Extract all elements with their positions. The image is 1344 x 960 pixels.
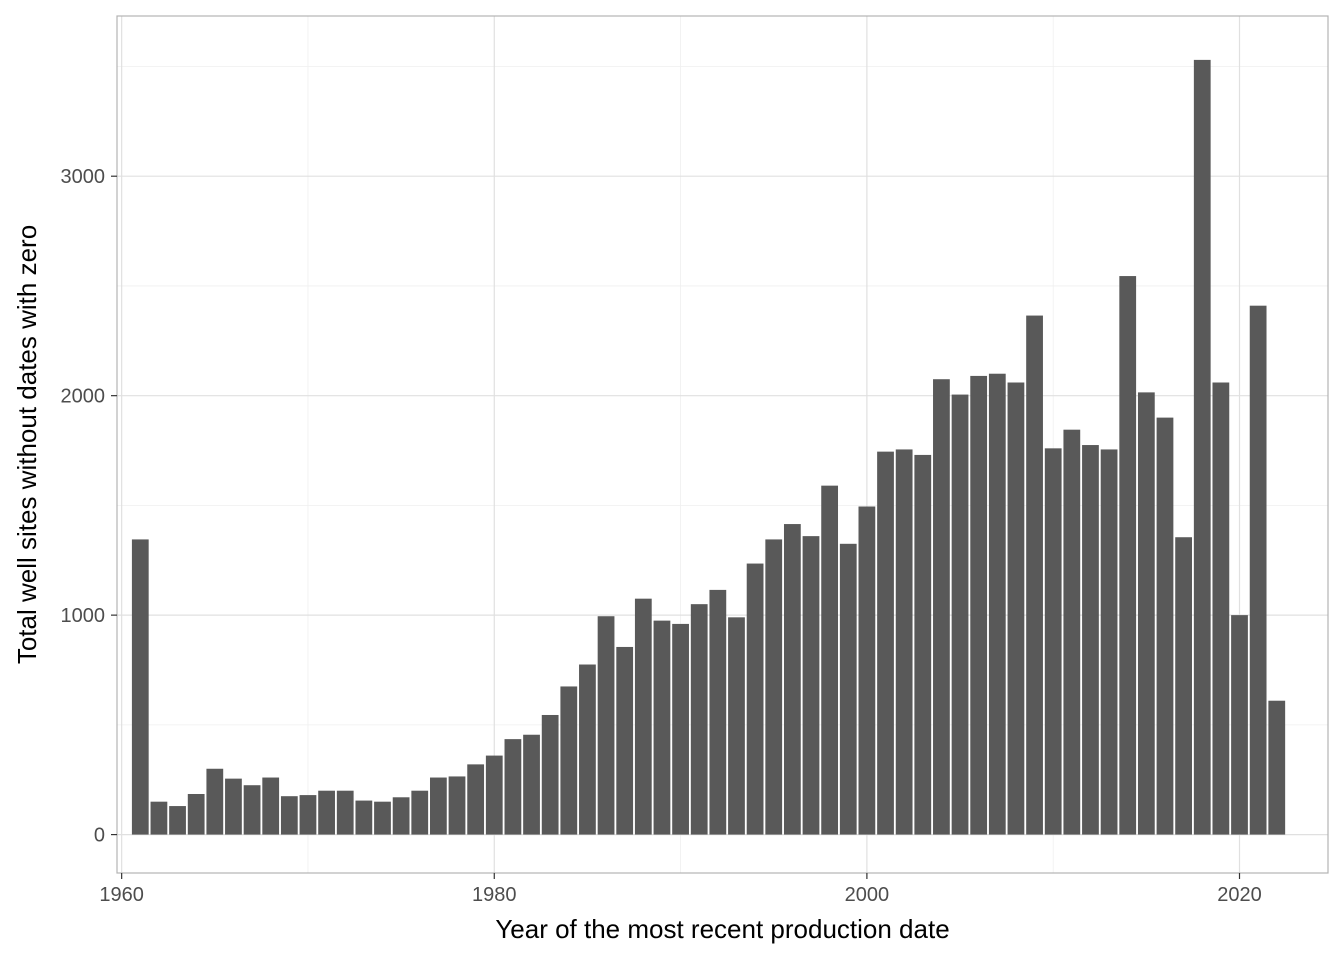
y-tick-label: 3000 [61, 166, 106, 188]
bar [1249, 305, 1267, 835]
bar [1007, 382, 1025, 835]
y-tick-label: 1000 [61, 605, 106, 627]
bar [1063, 429, 1081, 835]
bar [1175, 537, 1192, 835]
bar [1268, 700, 1286, 835]
bar [504, 739, 522, 835]
bar [970, 375, 988, 835]
bar [318, 790, 335, 835]
bar [560, 686, 578, 835]
bar [802, 536, 820, 835]
bar [914, 454, 932, 835]
axis-ticks: 1960 1980 2000 2020 0 1000 2000 3000 [61, 166, 1262, 906]
bar [392, 797, 410, 835]
bar [429, 777, 447, 835]
bar [579, 664, 596, 835]
bar [988, 373, 1006, 835]
bar [1119, 276, 1137, 835]
bar [448, 776, 466, 835]
bar [933, 379, 950, 835]
bar [821, 485, 839, 835]
bars [131, 59, 1286, 835]
bar [336, 790, 354, 835]
bar [262, 777, 280, 835]
bar [280, 796, 298, 835]
bar [374, 801, 391, 835]
bar [672, 623, 689, 835]
bar [1212, 382, 1230, 835]
x-tick-label: 1980 [472, 884, 517, 906]
bar [1137, 392, 1155, 835]
bar [243, 785, 261, 835]
x-tick-label: 1960 [99, 884, 144, 906]
bar [485, 755, 503, 835]
bar [1026, 315, 1043, 835]
bar [225, 778, 242, 835]
bar [616, 646, 634, 835]
bar [1231, 615, 1248, 835]
y-axis-title: Total well sites without dates with zero [12, 225, 42, 664]
bar [653, 620, 671, 835]
bar [523, 734, 540, 835]
bar [355, 800, 373, 835]
bar [634, 598, 652, 835]
bar [1082, 445, 1099, 835]
bar [467, 764, 485, 835]
bar [206, 768, 224, 835]
bar [150, 801, 168, 835]
bar [1156, 417, 1174, 835]
bar [858, 506, 876, 835]
plot-panel-border [116, 15, 1329, 874]
bar [1100, 449, 1118, 835]
bar [690, 604, 708, 835]
bar [783, 524, 801, 835]
bar [541, 714, 559, 835]
bar [131, 539, 149, 835]
y-tick-label: 2000 [61, 386, 106, 408]
bar [951, 394, 969, 835]
bar [1044, 448, 1062, 835]
bar [597, 616, 615, 835]
bar [895, 449, 913, 835]
bar [728, 617, 745, 835]
bar [187, 793, 205, 835]
x-tick-label: 2000 [845, 884, 890, 906]
bar [169, 806, 186, 835]
y-tick-label: 0 [94, 825, 105, 847]
x-tick-label: 2020 [1217, 884, 1262, 906]
bar [299, 795, 317, 835]
bar [877, 451, 894, 835]
bar [709, 589, 727, 835]
bar [765, 539, 783, 835]
x-axis-title: Year of the most recent production date [495, 914, 949, 944]
bar [839, 543, 857, 835]
bar [1193, 59, 1211, 835]
bar [746, 563, 764, 835]
bar [411, 790, 429, 835]
